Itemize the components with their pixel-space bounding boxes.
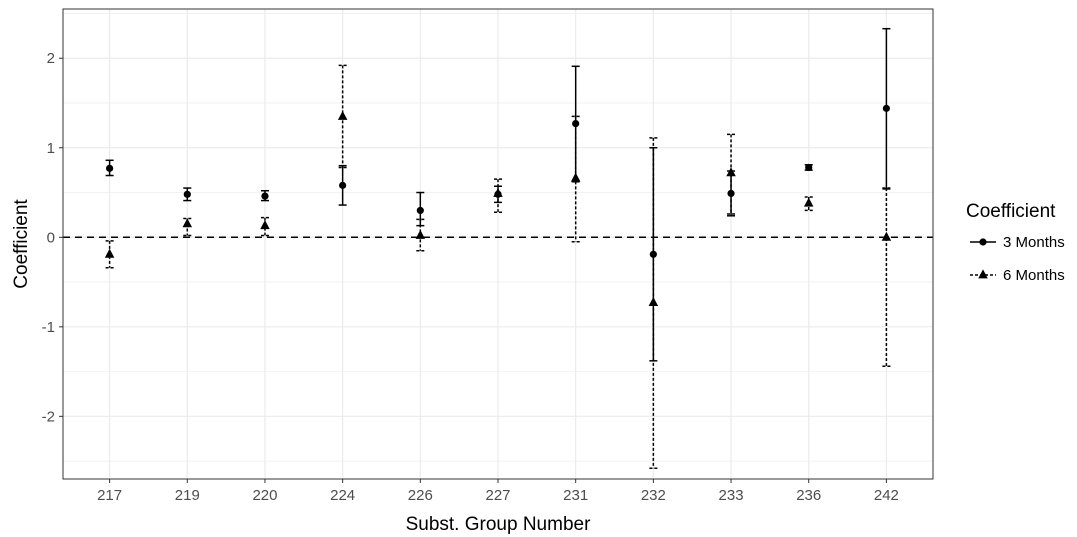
point-6-months <box>803 197 814 207</box>
y-tick-label: 0 <box>47 229 55 246</box>
point-6-months <box>182 218 193 228</box>
x-tick-label: 227 <box>485 487 510 504</box>
x-axis-title: Subst. Group Number <box>406 514 591 535</box>
x-tick-label: 219 <box>175 487 200 504</box>
legend-key-marker <box>979 238 987 246</box>
point-3-months <box>727 189 735 198</box>
data-points <box>104 104 892 307</box>
x-tick-label: 242 <box>874 487 899 504</box>
legend-title: Coefficient <box>966 201 1056 222</box>
x-tick-label: 226 <box>408 487 433 504</box>
point-3-months <box>183 190 191 198</box>
y-tick-label: 1 <box>47 140 55 157</box>
x-tick-label: 217 <box>97 487 122 504</box>
point-6-months <box>337 110 348 120</box>
point-6-months <box>648 297 659 307</box>
point-3-months <box>805 163 813 172</box>
x-tick-label: 236 <box>796 487 821 504</box>
y-axis-title: Coefficient <box>11 199 32 289</box>
legend-key-marker <box>978 269 988 279</box>
point-3-months <box>882 104 890 112</box>
x-tick-label: 220 <box>252 487 277 504</box>
point-3-months <box>649 250 657 258</box>
point-3-months <box>106 164 114 172</box>
point-6-months <box>726 167 736 177</box>
point-3-months <box>572 119 580 128</box>
legend: Coefficient 3 Months 6 Months <box>966 201 1065 284</box>
point-6-months <box>415 229 426 239</box>
y-tick-label: -1 <box>42 319 55 336</box>
x-tick-label: 224 <box>330 487 355 504</box>
x-tick-label: 231 <box>563 487 588 504</box>
y-tick-label: -2 <box>42 408 55 425</box>
legend-label: 6 Months <box>1003 267 1065 284</box>
x-tick-label: 232 <box>641 487 666 504</box>
point-3-months <box>261 192 269 200</box>
point-6-months <box>570 172 581 182</box>
point-6-months <box>493 187 503 197</box>
point-6-months <box>260 220 270 230</box>
axes: -2 -1 0 1 2 217 219 220 224 226 227 231 232 233 236 242 <box>42 50 899 504</box>
x-tick-label: 233 <box>719 487 744 504</box>
point-6-months <box>104 248 115 258</box>
legend-label: 3 Months <box>1003 234 1065 251</box>
point-6-months <box>881 231 892 241</box>
point-3-months <box>339 181 347 189</box>
point-3-months <box>416 206 424 215</box>
y-tick-label: 2 <box>47 50 55 67</box>
